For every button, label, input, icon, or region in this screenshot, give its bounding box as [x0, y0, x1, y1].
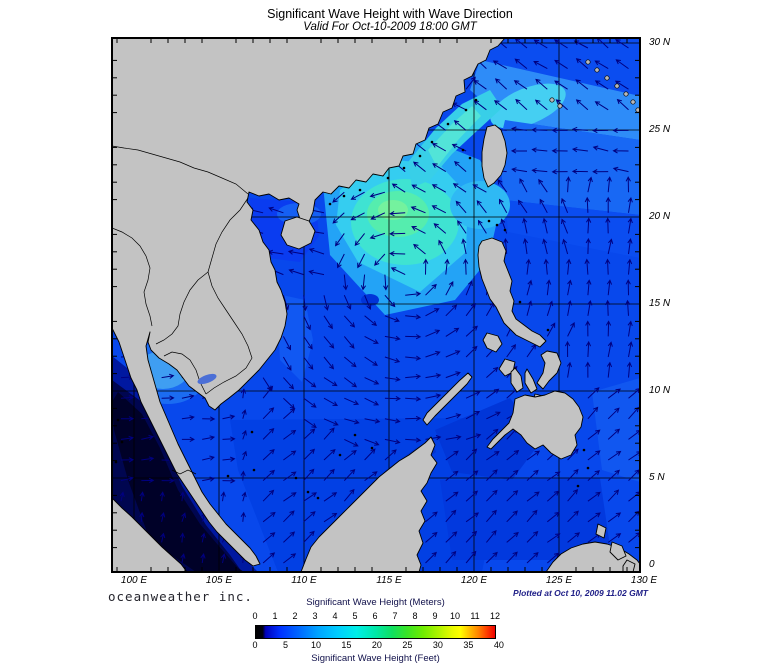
- landmass: [524, 368, 538, 394]
- lat-tick-label: 25 N: [649, 124, 671, 135]
- ryukyu-island: [623, 91, 629, 97]
- landmass: [486, 390, 584, 460]
- legend-meters-tick: 12: [489, 611, 501, 621]
- legend-meters-tick: 3: [312, 611, 318, 621]
- legend-meters-tick: 8: [412, 611, 418, 621]
- lat-tick-label: 10 N: [649, 385, 671, 396]
- legend-meters-tick: 6: [372, 611, 378, 621]
- legend-feet-tick: 25: [402, 640, 413, 650]
- legend-feet-tick: 5: [282, 640, 288, 650]
- landmass: [622, 559, 636, 572]
- legend-meters-tick: 11: [470, 611, 480, 621]
- lat-tick-label: 30 N: [649, 37, 671, 48]
- lon-tick-label: 100 E: [120, 575, 148, 586]
- landmass: [482, 332, 503, 353]
- legend-feet-tick: 30: [432, 640, 443, 650]
- lon-tick-label: 125 E: [545, 575, 573, 586]
- plotted-timestamp: Plotted at Oct 10, 2009 11.02 GMT: [513, 588, 648, 598]
- lat-tick-label: 5 N: [649, 472, 665, 483]
- legend-meters-tick: 1: [272, 611, 278, 621]
- frame-layer: [111, 37, 641, 573]
- ryukyu-island: [604, 75, 610, 81]
- colorbar-gradient: [255, 625, 496, 639]
- lat-tick-label: 0: [649, 559, 655, 570]
- ryukyu-island: [630, 99, 636, 105]
- lon-tick-label: 110 E: [291, 575, 317, 586]
- legend-meters-tick: 0: [252, 611, 258, 621]
- valid-time-subtitle: Valid For Oct-10-2009 18:00 GMT: [303, 21, 477, 33]
- ryukyu-island: [549, 97, 555, 103]
- legend-meters-tick: 2: [292, 611, 298, 621]
- landmass: [112, 38, 506, 567]
- page-title: Significant Wave Height with Wave Direct…: [267, 7, 513, 21]
- ryukyu-island: [557, 103, 563, 109]
- landmass: [595, 523, 607, 539]
- legend-meters-tick: 4: [332, 611, 338, 621]
- landmass: [477, 237, 547, 348]
- ryukyu-island: [585, 59, 591, 65]
- legend-meters-tick: 7: [392, 611, 398, 621]
- landmass: [422, 372, 473, 426]
- country-border: [112, 145, 249, 195]
- landmass: [300, 436, 438, 572]
- legend-feet-tick: 15: [341, 640, 352, 650]
- land-layer: [112, 38, 640, 572]
- lon-tick-label: 115 E: [376, 575, 402, 586]
- country-border: [205, 197, 253, 395]
- lon-tick-label: 120 E: [460, 575, 488, 586]
- lat-tick-label: 15 N: [649, 298, 671, 309]
- legend-feet-tick: 40: [493, 640, 504, 650]
- landmass: [536, 350, 562, 390]
- country-border: [171, 469, 197, 475]
- oceanweather-logo: oceanweather inc.: [108, 589, 253, 604]
- lat-tick-label: 20 N: [649, 211, 671, 222]
- legend-feet-tick: 20: [371, 640, 382, 650]
- ryukyu-island: [614, 83, 620, 89]
- legend-title-feet: Significant Wave Height (Feet): [311, 653, 440, 664]
- wave-arrow-layer: [119, 38, 640, 564]
- landmass: [481, 124, 508, 188]
- legend-feet-tick: 0: [252, 640, 258, 650]
- lon-tick-label: 130 E: [630, 575, 658, 586]
- legend-meters-tick: 9: [432, 611, 438, 621]
- legend-feet-tick: 35: [463, 640, 474, 650]
- landmass: [280, 216, 316, 250]
- landmass: [609, 541, 627, 561]
- legend-meters-tick: 5: [352, 611, 358, 621]
- legend-feet-tick: 10: [310, 640, 321, 650]
- country-border: [155, 271, 209, 345]
- legend-meters-tick: 10: [449, 611, 461, 621]
- lon-tick-label: 105 E: [205, 575, 233, 586]
- landmass: [510, 367, 524, 393]
- landmass: [112, 497, 188, 572]
- legend-title-meters: Significant Wave Height (Meters): [306, 597, 445, 608]
- ryukyu-island: [594, 67, 600, 73]
- country-border: [112, 227, 153, 327]
